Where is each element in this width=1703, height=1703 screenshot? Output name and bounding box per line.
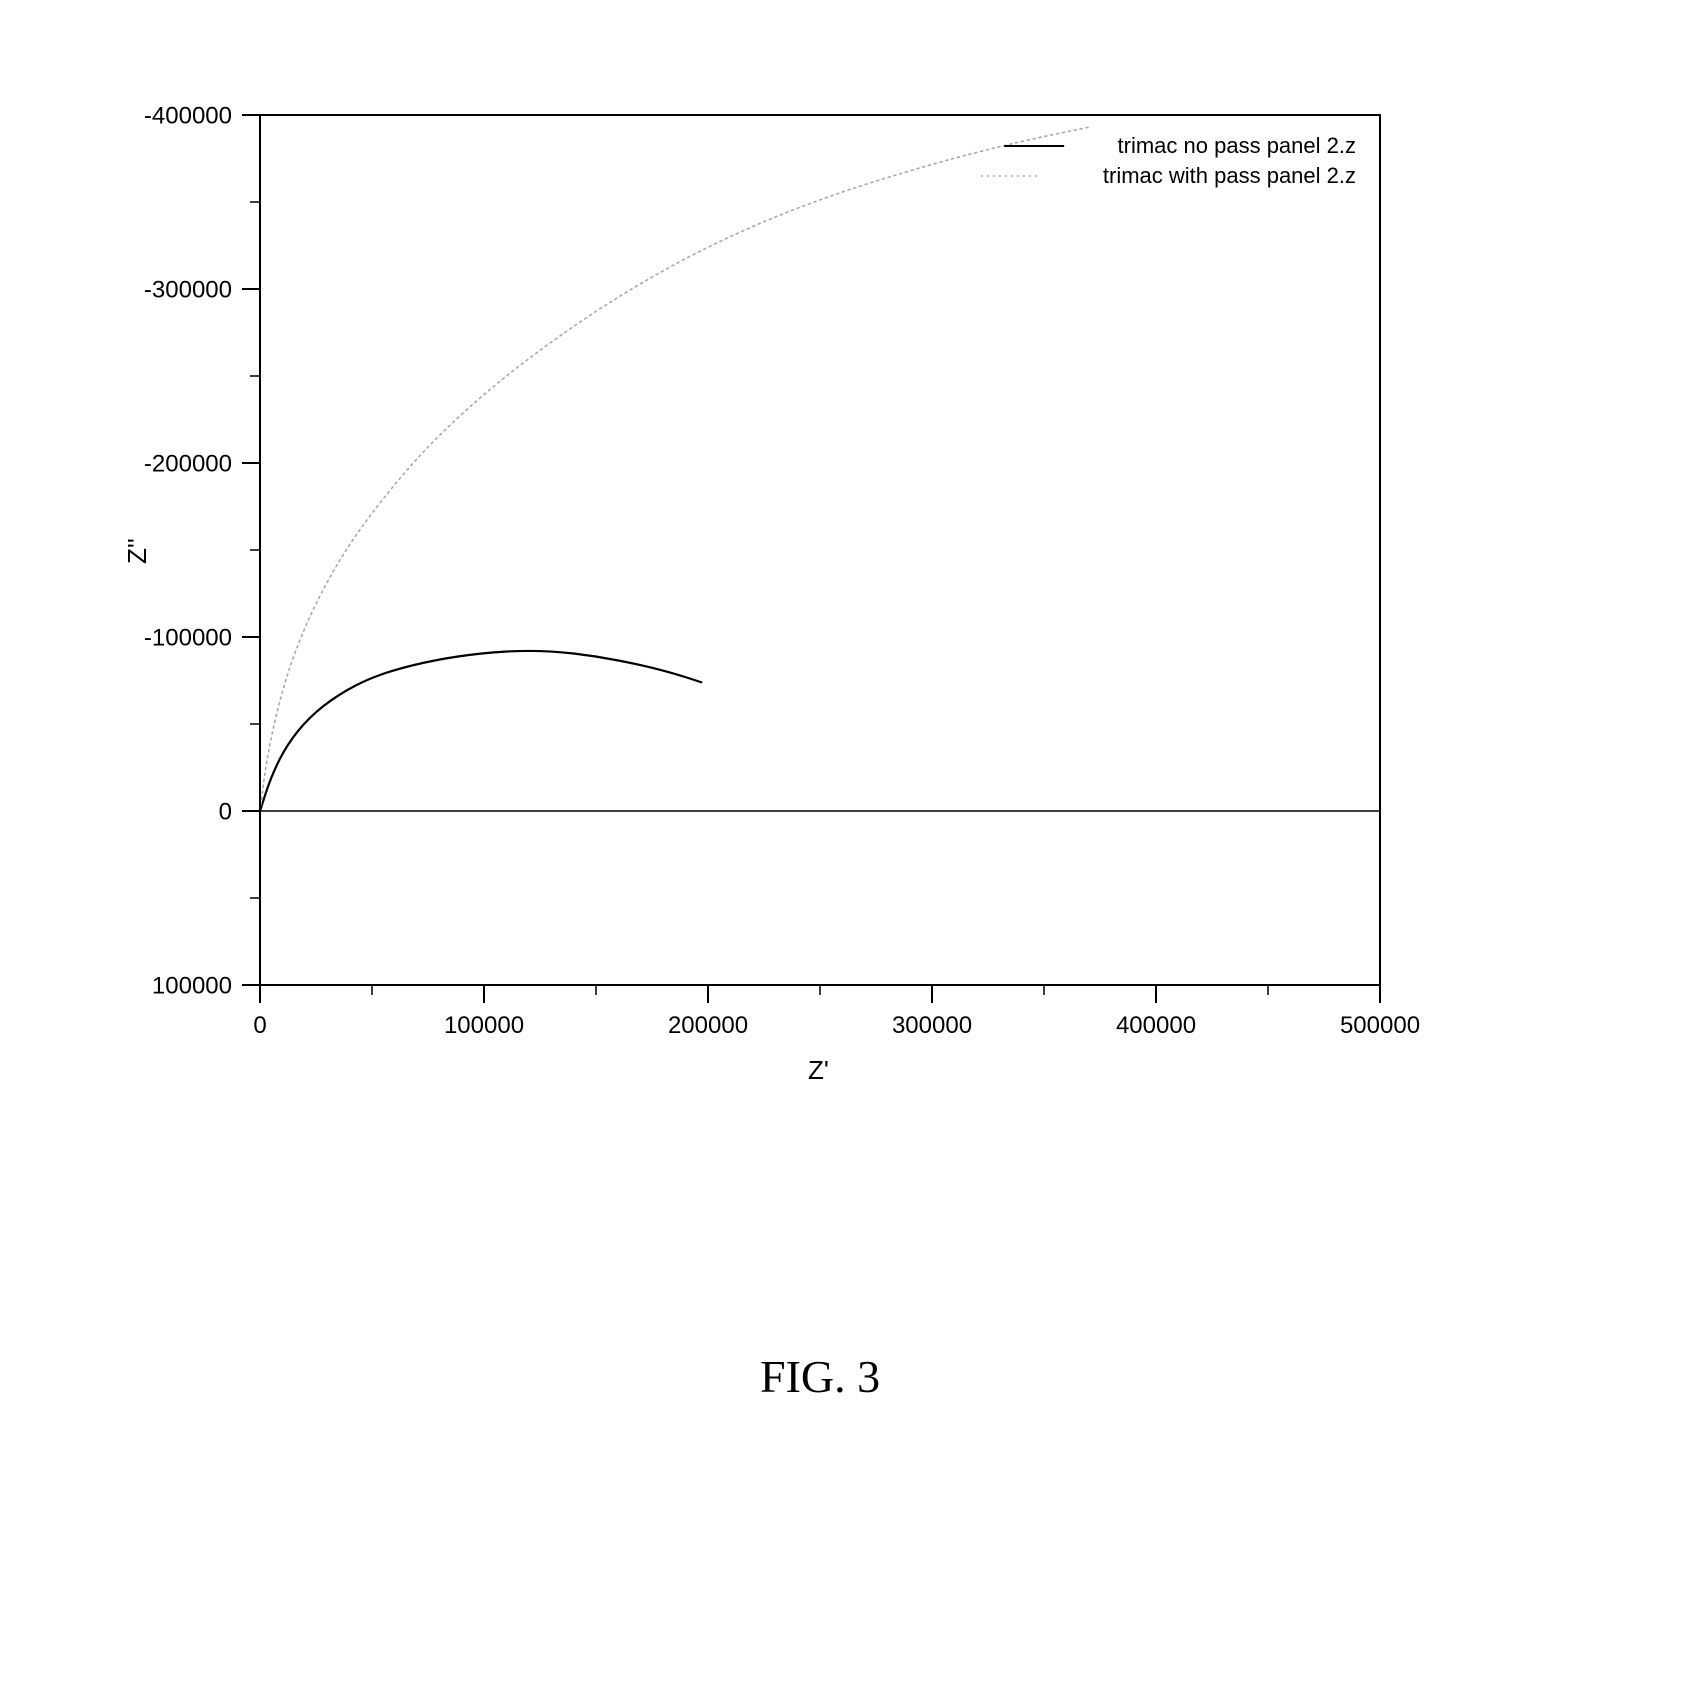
y-tick-label: 100000 [152, 972, 232, 999]
y-tick-label: -400000 [144, 102, 232, 129]
x-tick-label: 500000 [1340, 1012, 1420, 1039]
legend-label: trimac no pass panel 2.z [1118, 133, 1356, 158]
y-axis-label: Z'' [122, 538, 153, 564]
x-axis-label: Z' [808, 1055, 829, 1086]
nyquist-plot: 0 100000 200000 300000 400000 500000 -400000 -3… [0, 0, 1703, 1703]
x-tick-label: 0 [253, 1012, 266, 1039]
y-tick-label: -300000 [144, 276, 232, 303]
x-tick-label: 200000 [668, 1012, 748, 1039]
x-tick-label: 300000 [892, 1012, 972, 1039]
x-tick-label: 100000 [444, 1012, 524, 1039]
figure-caption: FIG. 3 [760, 1350, 880, 1403]
y-tick-label: 0 [219, 798, 232, 825]
legend-label: trimac with pass panel 2.z [1103, 163, 1356, 188]
figure-container: 0 100000 200000 300000 400000 500000 -400000 -3… [0, 0, 1703, 1703]
x-tick-label: 400000 [1116, 1012, 1196, 1039]
y-tick-label: -100000 [144, 624, 232, 651]
y-tick-label: -200000 [144, 450, 232, 477]
